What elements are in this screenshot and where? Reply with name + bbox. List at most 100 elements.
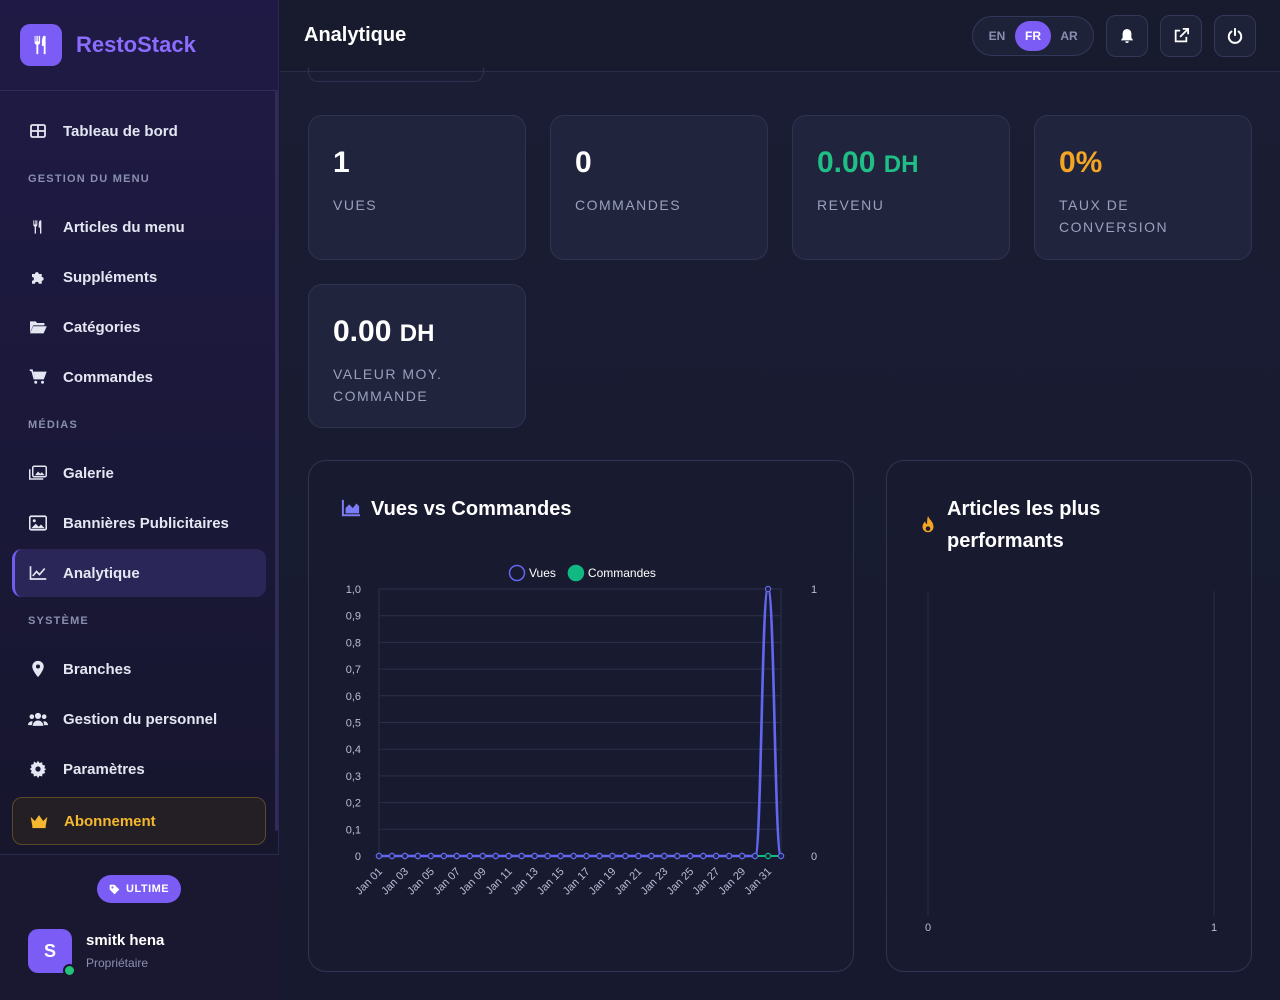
y2-tick-label: 1 bbox=[811, 584, 817, 596]
data-point bbox=[414, 852, 422, 860]
data-point bbox=[751, 852, 759, 860]
stat-card-views: 1 VUES bbox=[308, 115, 526, 260]
y-tick-label: 0,7 bbox=[346, 664, 361, 676]
sidebar-item-label: Paramètres bbox=[63, 760, 145, 778]
data-point bbox=[764, 585, 772, 593]
data-point bbox=[738, 852, 746, 860]
data-point bbox=[557, 852, 564, 860]
stat-number: 0.00 bbox=[817, 146, 876, 179]
sidebar-item-dashboard[interactable]: Tableau de bord bbox=[12, 107, 266, 155]
data-point bbox=[375, 852, 383, 860]
sidebar-item-label: Branches bbox=[63, 660, 132, 678]
image-icon bbox=[28, 513, 48, 533]
sidebar-item-orders[interactable]: Commandes bbox=[12, 353, 266, 401]
sidebar-scrollbar[interactable] bbox=[275, 91, 278, 831]
fire-icon bbox=[922, 515, 934, 533]
x-tick-label: Jan 19 bbox=[587, 866, 619, 898]
views-vs-orders-card: Vues vs Commandes 0 0,1 0,2 0,3 0,4 0,5 0,6 0,7… bbox=[308, 460, 854, 972]
brand[interactable]: RestoStack bbox=[0, 0, 278, 91]
bell-icon bbox=[1120, 29, 1134, 43]
legend-marker bbox=[567, 564, 585, 582]
data-point bbox=[466, 852, 473, 860]
stat-value: 0% bbox=[1059, 146, 1103, 179]
nav-section-menu: GESTION DU MENU bbox=[28, 173, 150, 185]
y-tick-label: 0 bbox=[355, 851, 361, 863]
stat-unit: DH bbox=[399, 320, 435, 347]
power-icon bbox=[1227, 28, 1243, 44]
user-role: Propriétaire bbox=[86, 956, 149, 970]
sidebar-item-label: Analytique bbox=[63, 564, 140, 582]
lang-fr[interactable]: FR bbox=[1015, 21, 1051, 51]
lang-en[interactable]: EN bbox=[988, 29, 1006, 43]
stat-card-conversion: 0% TAUX DE CONVERSION bbox=[1034, 115, 1252, 260]
notifications-button[interactable] bbox=[1106, 15, 1148, 57]
stat-label: VALEUR MOY. COMMANDE bbox=[333, 366, 443, 404]
data-point bbox=[661, 852, 668, 860]
x-tick-label: Jan 27 bbox=[690, 866, 722, 898]
data-point bbox=[674, 852, 681, 860]
y-tick-label: 0,5 bbox=[346, 718, 361, 730]
x-tick-label: Jan 11 bbox=[484, 866, 515, 897]
x-tick-label: Jan 09 bbox=[457, 866, 489, 898]
sidebar-item-menu-items[interactable]: Articles du menu bbox=[12, 203, 266, 251]
data-point bbox=[622, 852, 629, 860]
x-tick-label: Jan 17 bbox=[561, 866, 593, 898]
sidebar-item-settings[interactable]: Paramètres bbox=[12, 745, 266, 793]
data-point bbox=[699, 852, 707, 860]
stat-label: VUES bbox=[333, 197, 378, 213]
sidebar-item-gallery[interactable]: Galerie bbox=[12, 449, 266, 497]
data-point bbox=[764, 852, 772, 860]
stat-value: 0.00 DH bbox=[333, 315, 501, 349]
y-tick-label: 0,9 bbox=[346, 611, 361, 623]
sidebar-item-subscription[interactable]: Abonnement bbox=[12, 797, 266, 845]
stat-value: 0 bbox=[575, 146, 592, 179]
x-tick-label: Jan 29 bbox=[716, 866, 748, 898]
plan-label: ULTIME bbox=[126, 883, 170, 895]
data-point bbox=[687, 852, 694, 860]
sidebar: RestoStack Tableau de bord GESTION DU ME… bbox=[0, 0, 279, 1000]
avatar[interactable]: S bbox=[28, 929, 76, 977]
language-switcher: EN FR AR bbox=[972, 16, 1094, 56]
stat-card-avg-order: 0.00 DH VALEUR MOY. COMMANDE bbox=[308, 284, 526, 428]
x-tick-label: 0 bbox=[925, 922, 931, 934]
y-tick-label: 0,3 bbox=[346, 771, 361, 783]
sidebar-item-supplements[interactable]: Suppléments bbox=[12, 253, 266, 301]
tag-icon bbox=[109, 884, 120, 894]
y2-tick-label: 0 bbox=[811, 851, 817, 863]
data-point bbox=[440, 852, 448, 860]
sidebar-item-branches[interactable]: Branches bbox=[12, 645, 266, 693]
logout-button[interactable] bbox=[1214, 15, 1256, 57]
sidebar-item-label: Tableau de bord bbox=[63, 122, 178, 140]
sidebar-item-label: Catégories bbox=[63, 318, 141, 336]
data-point bbox=[570, 852, 577, 860]
users-icon bbox=[28, 709, 48, 729]
stat-card-orders: 0 COMMANDES bbox=[550, 115, 768, 260]
data-point bbox=[453, 852, 461, 860]
x-tick-label: Jan 23 bbox=[639, 866, 671, 898]
x-tick-label: Jan 05 bbox=[405, 866, 437, 898]
data-point bbox=[648, 852, 655, 860]
brand-name: RestoStack bbox=[76, 32, 196, 57]
lang-ar[interactable]: AR bbox=[1060, 29, 1078, 43]
data-point bbox=[635, 852, 642, 860]
nav-section-system: SYSTÈME bbox=[28, 615, 89, 627]
sidebar-item-staff[interactable]: Gestion du personnel bbox=[12, 695, 266, 743]
data-point bbox=[401, 852, 409, 860]
x-tick-label: Jan 01 bbox=[353, 866, 385, 898]
main-content: 1 VUES 0 COMMANDES 0.00 DH REVENU 0% TAU… bbox=[280, 68, 1280, 1000]
data-point bbox=[596, 852, 603, 860]
sidebar-item-banners[interactable]: Bannières Publicitaires bbox=[12, 499, 266, 547]
stat-label: REVENU bbox=[817, 197, 885, 213]
x-tick-label: Jan 03 bbox=[379, 866, 411, 898]
open-external-button[interactable] bbox=[1160, 15, 1202, 57]
sidebar-item-categories[interactable]: Catégories bbox=[12, 303, 266, 351]
sidebar-item-label: Suppléments bbox=[63, 268, 158, 286]
data-point bbox=[725, 852, 733, 860]
sidebar-item-analytics[interactable]: Analytique bbox=[12, 549, 266, 597]
sidebar-item-label: Abonnement bbox=[64, 812, 156, 830]
user-name: smitk hena bbox=[86, 932, 165, 949]
filter-bar[interactable] bbox=[308, 68, 484, 82]
